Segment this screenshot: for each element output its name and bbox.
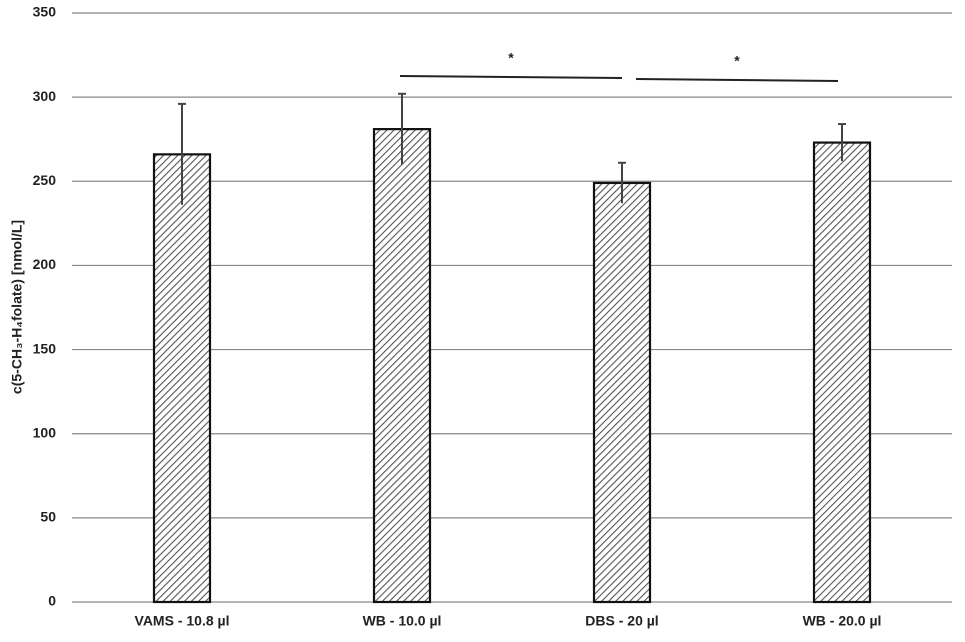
x-tick-label: VAMS - 10.8 µl bbox=[135, 613, 230, 629]
significance-label: * bbox=[734, 53, 740, 69]
y-tick-label: 350 bbox=[33, 4, 57, 20]
y-tick-label: 250 bbox=[33, 172, 57, 188]
x-tick-label: WB - 20.0 µl bbox=[803, 613, 882, 629]
y-tick-label: 200 bbox=[33, 256, 57, 272]
y-axis-label: c(5-CH₃-H₄folate) [nmol/L] bbox=[9, 220, 25, 394]
y-tick-label: 50 bbox=[40, 509, 56, 525]
significance-line bbox=[635, 78, 839, 82]
y-tick-label: 150 bbox=[33, 340, 57, 356]
y-tick-label: 0 bbox=[48, 593, 56, 609]
y-tick-label: 300 bbox=[33, 88, 57, 104]
bar bbox=[812, 141, 872, 604]
significance-label: * bbox=[508, 50, 514, 66]
bar bbox=[592, 181, 652, 604]
x-tick-label: WB - 10.0 µl bbox=[363, 613, 442, 629]
y-tick-label: 100 bbox=[33, 424, 57, 440]
bar bbox=[152, 153, 212, 604]
significance-line bbox=[399, 75, 623, 79]
bar bbox=[372, 128, 432, 604]
x-tick-label: DBS - 20 µl bbox=[585, 613, 658, 629]
